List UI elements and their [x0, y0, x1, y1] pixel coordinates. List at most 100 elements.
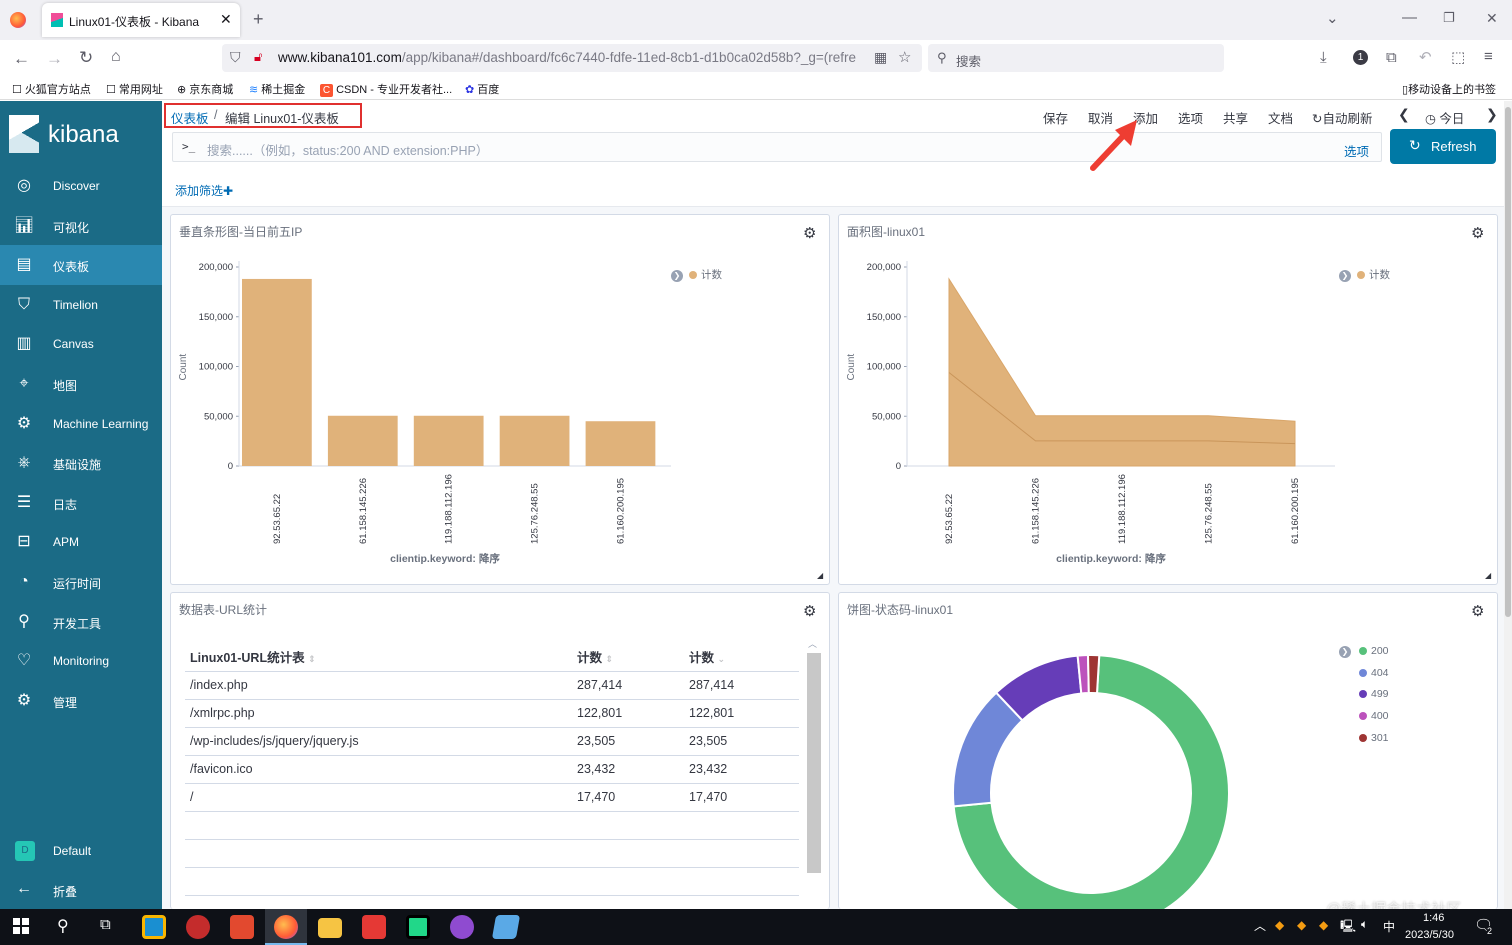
- undo-icon[interactable]: ↶: [1419, 49, 1432, 66]
- explorer-taskbar-icon[interactable]: [318, 918, 342, 938]
- legend-item[interactable]: 400: [1359, 710, 1389, 722]
- bookmark-juejin[interactable]: ≋ 稀土掘金: [249, 84, 306, 96]
- page-scrollbar-thumb[interactable]: [1505, 107, 1511, 617]
- firefox-taskbar-icon[interactable]: [274, 915, 298, 939]
- kibana-logo-icon[interactable]: [9, 115, 39, 153]
- network-icon[interactable]: 🖳︎: [1340, 919, 1357, 933]
- col-header-count2[interactable]: 计数 ⌄: [689, 643, 799, 671]
- space-label[interactable]: Default: [53, 844, 92, 858]
- task-view-icon[interactable]: ⧉: [100, 916, 111, 933]
- insecure-lock-icon[interactable]: 🔓︎: [254, 49, 263, 64]
- time-picker[interactable]: ◷ 今日: [1425, 108, 1464, 127]
- tray-expand-icon[interactable]: ︿: [1254, 919, 1267, 933]
- volume-icon[interactable]: 🔈︎: [1361, 917, 1369, 931]
- query-input[interactable]: 搜索......（例如，status:200 AND extension:PHP…: [207, 144, 489, 158]
- home-icon[interactable]: ⌂: [111, 48, 121, 65]
- back-icon[interactable]: ←: [13, 49, 30, 68]
- legend-item[interactable]: 200: [1359, 645, 1389, 657]
- bookmark-jd[interactable]: ⊕ 京东商城: [177, 84, 234, 96]
- qrcode-icon[interactable]: ▦: [874, 49, 888, 65]
- legend-item[interactable]: 404: [1359, 667, 1389, 679]
- taskbar-app-icon[interactable]: [186, 915, 210, 939]
- breadcrumb-dashboards[interactable]: 仪表板: [171, 112, 209, 126]
- sidebar-item-13[interactable]: ⚙ 管理: [0, 681, 162, 721]
- docs-link[interactable]: 文档: [1268, 112, 1294, 126]
- taskbar-app-icon[interactable]: [230, 915, 254, 939]
- tray-app-icon[interactable]: ◆: [1297, 918, 1307, 932]
- sort-icon[interactable]: ⇕: [308, 654, 316, 665]
- screenshot-icon[interactable]: ⧉: [1386, 49, 1397, 66]
- sidebar-item-8[interactable]: ☰ 日志: [0, 483, 162, 523]
- bookmark-star-icon[interactable]: ☆: [898, 49, 912, 66]
- legend-item[interactable]: 499: [1359, 688, 1389, 700]
- collapse-label[interactable]: 折叠: [53, 885, 78, 899]
- browser-tab[interactable]: Linux01-仪表板 - Kibana ✕: [42, 3, 240, 37]
- col-header-count1[interactable]: 计数 ⇕: [577, 643, 689, 671]
- sidebar-item-5[interactable]: ⌖ 地图: [0, 364, 162, 404]
- panel-gear-icon[interactable]: ⚙: [803, 225, 817, 242]
- panel-gear-icon[interactable]: ⚙: [1471, 225, 1485, 242]
- tray-app-icon[interactable]: ◆: [1275, 918, 1285, 932]
- space-avatar[interactable]: D: [15, 841, 35, 861]
- tab-list-icon[interactable]: ⌄: [1326, 10, 1339, 27]
- close-tab-icon[interactable]: ✕: [220, 11, 232, 27]
- sidebar-item-10[interactable]: ◔ 运行时间: [0, 562, 162, 602]
- share-link[interactable]: 共享: [1223, 112, 1249, 126]
- sidebar-item-12[interactable]: ♡ Monitoring: [0, 641, 162, 681]
- sidebar-item-11[interactable]: ⚲ 开发工具: [0, 602, 162, 642]
- reload-icon[interactable]: ↻: [79, 48, 94, 67]
- close-window-icon[interactable]: ✕: [1486, 10, 1498, 26]
- sidebar-item-2[interactable]: ▤ 仪表板: [0, 245, 162, 286]
- sidebar-item-1[interactable]: 📊︎ 可视化: [0, 206, 162, 246]
- chart-legend[interactable]: ❯ 计数: [671, 267, 722, 282]
- sidebar-item-4[interactable]: ▥ Canvas: [0, 324, 162, 364]
- sort-desc-icon[interactable]: ⌄: [717, 654, 726, 665]
- time-prev-icon[interactable]: ❮: [1398, 106, 1410, 122]
- collapse-icon[interactable]: ←: [16, 880, 32, 897]
- save-link[interactable]: 保存: [1043, 112, 1069, 126]
- bookmark-common-sites[interactable]: ☐ 常用网址: [106, 84, 163, 96]
- options-link[interactable]: 选项: [1178, 112, 1204, 126]
- new-tab-icon[interactable]: +: [253, 9, 264, 29]
- add-filter-link[interactable]: 添加筛选✚: [175, 182, 233, 199]
- query-bar[interactable]: >_ 搜索......（例如，status:200 AND extension:…: [172, 132, 1382, 162]
- taskbar-app-icon[interactable]: [450, 915, 474, 939]
- taskbar-search-icon[interactable]: ⚲: [57, 918, 69, 935]
- add-link[interactable]: 添加: [1133, 112, 1159, 126]
- menu-icon[interactable]: ≡: [1484, 48, 1493, 65]
- bookmark-csdn[interactable]: C CSDN - 专业开发者社...: [320, 81, 452, 97]
- maximize-icon[interactable]: ❐: [1443, 10, 1455, 25]
- extensions-icon[interactable]: ⬚: [1451, 49, 1466, 66]
- ime-indicator[interactable]: 中: [1383, 920, 1396, 934]
- refresh-button[interactable]: ↻ Refresh: [1390, 129, 1496, 164]
- page-scrollbar[interactable]: [1504, 101, 1512, 909]
- sidebar-item-9[interactable]: ⊟ APM: [0, 522, 162, 562]
- taskbar-app-icon[interactable]: [491, 915, 521, 939]
- account-badge-icon[interactable]: 1: [1353, 50, 1368, 65]
- shield-icon[interactable]: ⛉: [230, 49, 241, 65]
- clock-date[interactable]: 2023/5/30: [1405, 929, 1454, 941]
- sidebar-item-6[interactable]: ⚙ Machine Learning: [0, 404, 162, 444]
- sort-icon[interactable]: ⇕: [605, 654, 614, 665]
- bookmark-mobile[interactable]: ▯移动设备上的书签: [1402, 84, 1497, 96]
- legend-toggle-icon[interactable]: ❯: [1339, 645, 1351, 658]
- taskbar-app-icon[interactable]: [142, 915, 166, 939]
- legend-toggle-icon[interactable]: ❯: [671, 270, 683, 282]
- minimize-icon[interactable]: —: [1402, 9, 1417, 26]
- bookmark-baidu[interactable]: ✿ 百度: [465, 84, 500, 96]
- firefox-menu-icon[interactable]: [10, 12, 26, 28]
- sidebar-item-0[interactable]: ◎ Discover: [0, 166, 162, 206]
- resize-handle-icon[interactable]: ◢: [1485, 571, 1492, 580]
- windows-start-icon[interactable]: [13, 918, 29, 934]
- bookmark-firefox-site[interactable]: ☐ 火狐官方站点: [12, 84, 91, 96]
- time-next-icon[interactable]: ❯: [1486, 106, 1498, 122]
- browser-search-box[interactable]: ⚲ 搜索: [928, 44, 1224, 72]
- panel-gear-icon[interactable]: ⚙: [803, 603, 817, 620]
- chart-legend[interactable]: ❯ 计数: [1339, 267, 1390, 282]
- pycharm-taskbar-icon[interactable]: [406, 915, 430, 939]
- legend-toggle-icon[interactable]: ❯: [1339, 270, 1351, 282]
- kibana-logo-text[interactable]: kibana: [48, 121, 119, 148]
- table-scroll-up-icon[interactable]: ︿: [808, 639, 818, 649]
- tray-app-icon[interactable]: ◆: [1319, 918, 1329, 932]
- download-icon[interactable]: ⤓: [1320, 49, 1327, 66]
